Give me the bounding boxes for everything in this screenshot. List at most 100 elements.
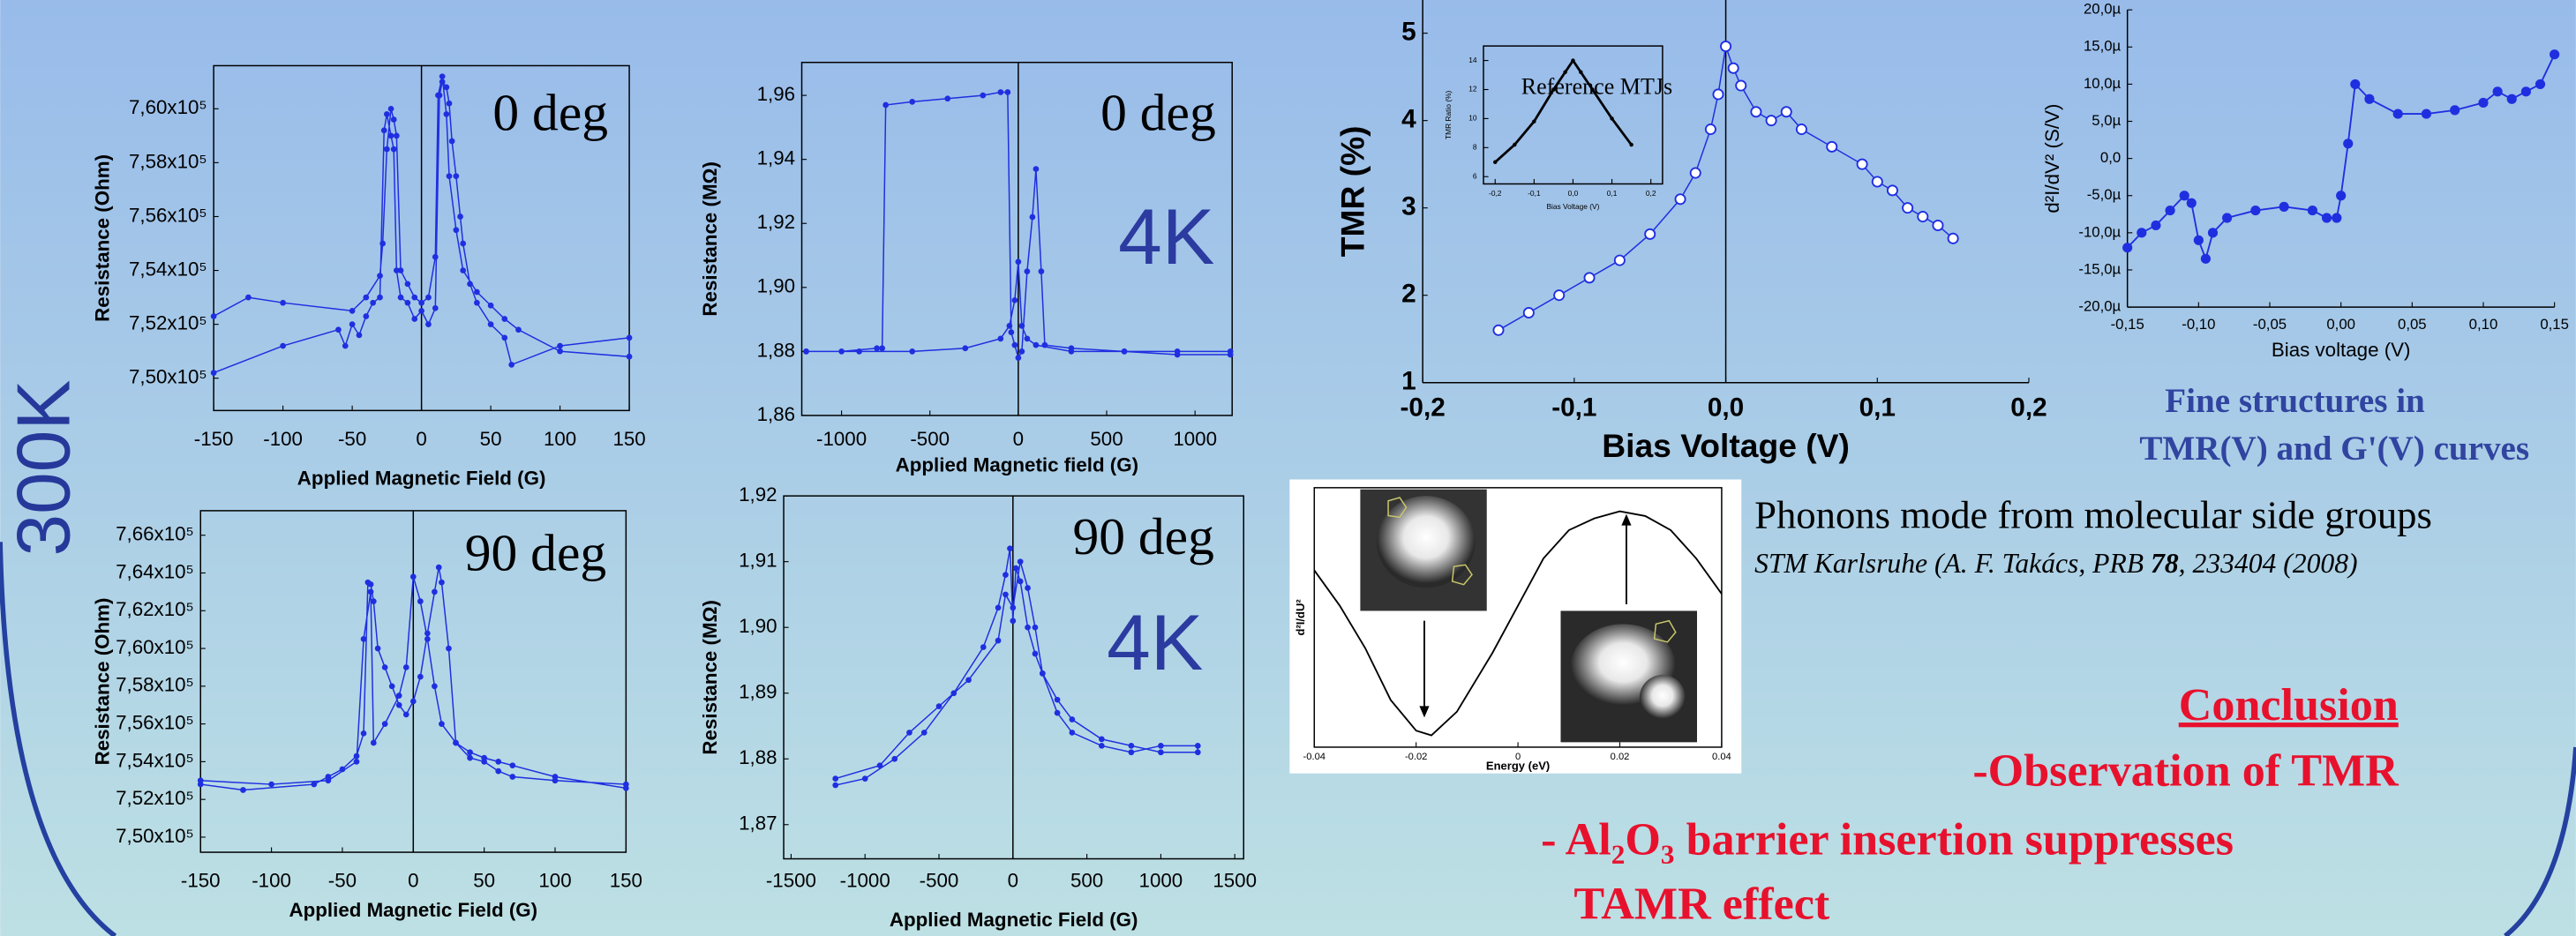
data-point xyxy=(425,295,432,301)
x-tick-label: -1500 xyxy=(766,869,816,891)
data-point xyxy=(936,703,943,709)
data-point xyxy=(335,326,342,333)
y-tick-label: 1,89 xyxy=(739,681,777,703)
data-point xyxy=(1025,585,1031,591)
data-point xyxy=(2194,236,2204,245)
data-point xyxy=(417,598,424,604)
data-point xyxy=(2201,254,2211,264)
data-point xyxy=(1175,348,1181,355)
data-point xyxy=(1158,749,1164,755)
data-point xyxy=(375,646,381,652)
y-tick-label: 1,92 xyxy=(757,211,795,233)
x-tick-label: -100 xyxy=(263,428,303,450)
data-point xyxy=(832,775,838,782)
data-point xyxy=(424,631,431,637)
data-point xyxy=(388,133,394,139)
data-point xyxy=(2336,191,2346,200)
data-point xyxy=(1158,743,1164,749)
data-point xyxy=(382,664,388,670)
y-tick-label: -20,0µ xyxy=(2078,298,2121,315)
x-tick-label: 500 xyxy=(1070,869,1103,891)
data-point xyxy=(2535,79,2545,89)
x-tick-label: 0,2 xyxy=(2010,393,2047,422)
reference-volume: 78 xyxy=(2151,548,2179,579)
data-point xyxy=(311,782,317,788)
data-point xyxy=(856,348,862,355)
y-tick-label: 5,0µ xyxy=(2092,112,2121,129)
data-point xyxy=(508,362,514,368)
x-tick-label: 0,10 xyxy=(2469,316,2498,333)
data-point xyxy=(398,295,404,301)
x-tick-label: -0,05 xyxy=(2253,316,2287,333)
y-tick-label: 6 xyxy=(1473,171,1477,180)
data-point xyxy=(391,146,397,153)
y-tick-label: 7,52x10⁵ xyxy=(116,787,194,809)
data-point xyxy=(909,348,915,355)
data-point xyxy=(1513,143,1516,146)
data-point xyxy=(501,335,507,341)
data-point xyxy=(326,777,332,783)
x-tick-label: 0,1 xyxy=(1859,393,1896,422)
x-tick-label: 500 xyxy=(1090,428,1123,450)
data-point xyxy=(268,782,274,788)
data-point xyxy=(909,99,915,105)
x-tick-label: 1000 xyxy=(1139,869,1183,891)
y-tick-label: 7,50x10⁵ xyxy=(116,825,194,847)
data-point xyxy=(2250,206,2260,215)
x-tick-label: -0,2 xyxy=(1489,189,1502,198)
stm-molecule xyxy=(1640,675,1686,721)
data-point xyxy=(454,173,460,179)
data-point xyxy=(1033,342,1040,348)
data-point xyxy=(1675,194,1685,204)
data-point xyxy=(1766,116,1776,125)
x-tick-label: -0,1 xyxy=(1528,189,1541,198)
reference-part: , 233404 (2008) xyxy=(2179,548,2358,579)
y-axis-title: TMR (%) xyxy=(1334,125,1371,257)
data-point xyxy=(944,95,950,101)
y-tick-label: 15,0µ xyxy=(2084,38,2122,55)
data-point xyxy=(1645,229,1655,239)
x-tick-label: 0,00 xyxy=(2326,316,2355,333)
x-tick-label: -0,1 xyxy=(1551,393,1596,422)
data-point xyxy=(1018,558,1024,565)
data-point xyxy=(906,730,912,736)
data-point xyxy=(1040,670,1046,677)
data-point xyxy=(403,712,409,718)
data-point xyxy=(394,133,400,139)
data-point xyxy=(2322,213,2332,222)
y-tick-label: 1 xyxy=(1401,367,1416,396)
y-tick-label: 1,94 xyxy=(757,147,795,169)
data-point xyxy=(2350,79,2360,89)
y-tick-label: 5 xyxy=(1401,17,1416,46)
data-point xyxy=(439,79,446,85)
data-point xyxy=(1025,336,1031,342)
data-point xyxy=(1055,697,1061,703)
data-point xyxy=(2450,105,2460,115)
data-point xyxy=(2180,191,2189,200)
data-point xyxy=(2393,109,2403,119)
data-point xyxy=(447,101,453,107)
data-point xyxy=(1751,107,1761,116)
data-point xyxy=(1013,565,1019,572)
data-point xyxy=(467,749,473,755)
conclusion-point: - Al₂O₃ barrier insertion suppresses xyxy=(1541,815,2234,865)
data-point xyxy=(211,313,217,319)
y-tick-label: 0,0 xyxy=(2100,149,2121,166)
data-point xyxy=(2550,49,2559,59)
data-point xyxy=(361,636,367,642)
data-point xyxy=(245,295,252,301)
page: {"chart_data": [ {"type": "line", "y_lab… xyxy=(0,0,2576,936)
data-point xyxy=(1012,342,1018,348)
data-point xyxy=(1713,89,1723,99)
data-point xyxy=(460,241,466,247)
data-point xyxy=(436,565,442,571)
data-point xyxy=(1782,107,1791,116)
data-point xyxy=(1019,323,1025,329)
data-point xyxy=(388,106,394,112)
x-tick-label: 0 xyxy=(408,869,418,891)
data-point xyxy=(557,348,563,355)
data-point xyxy=(371,740,377,746)
data-point xyxy=(1007,545,1013,551)
data-point xyxy=(1069,730,1075,736)
data-point xyxy=(354,753,360,760)
